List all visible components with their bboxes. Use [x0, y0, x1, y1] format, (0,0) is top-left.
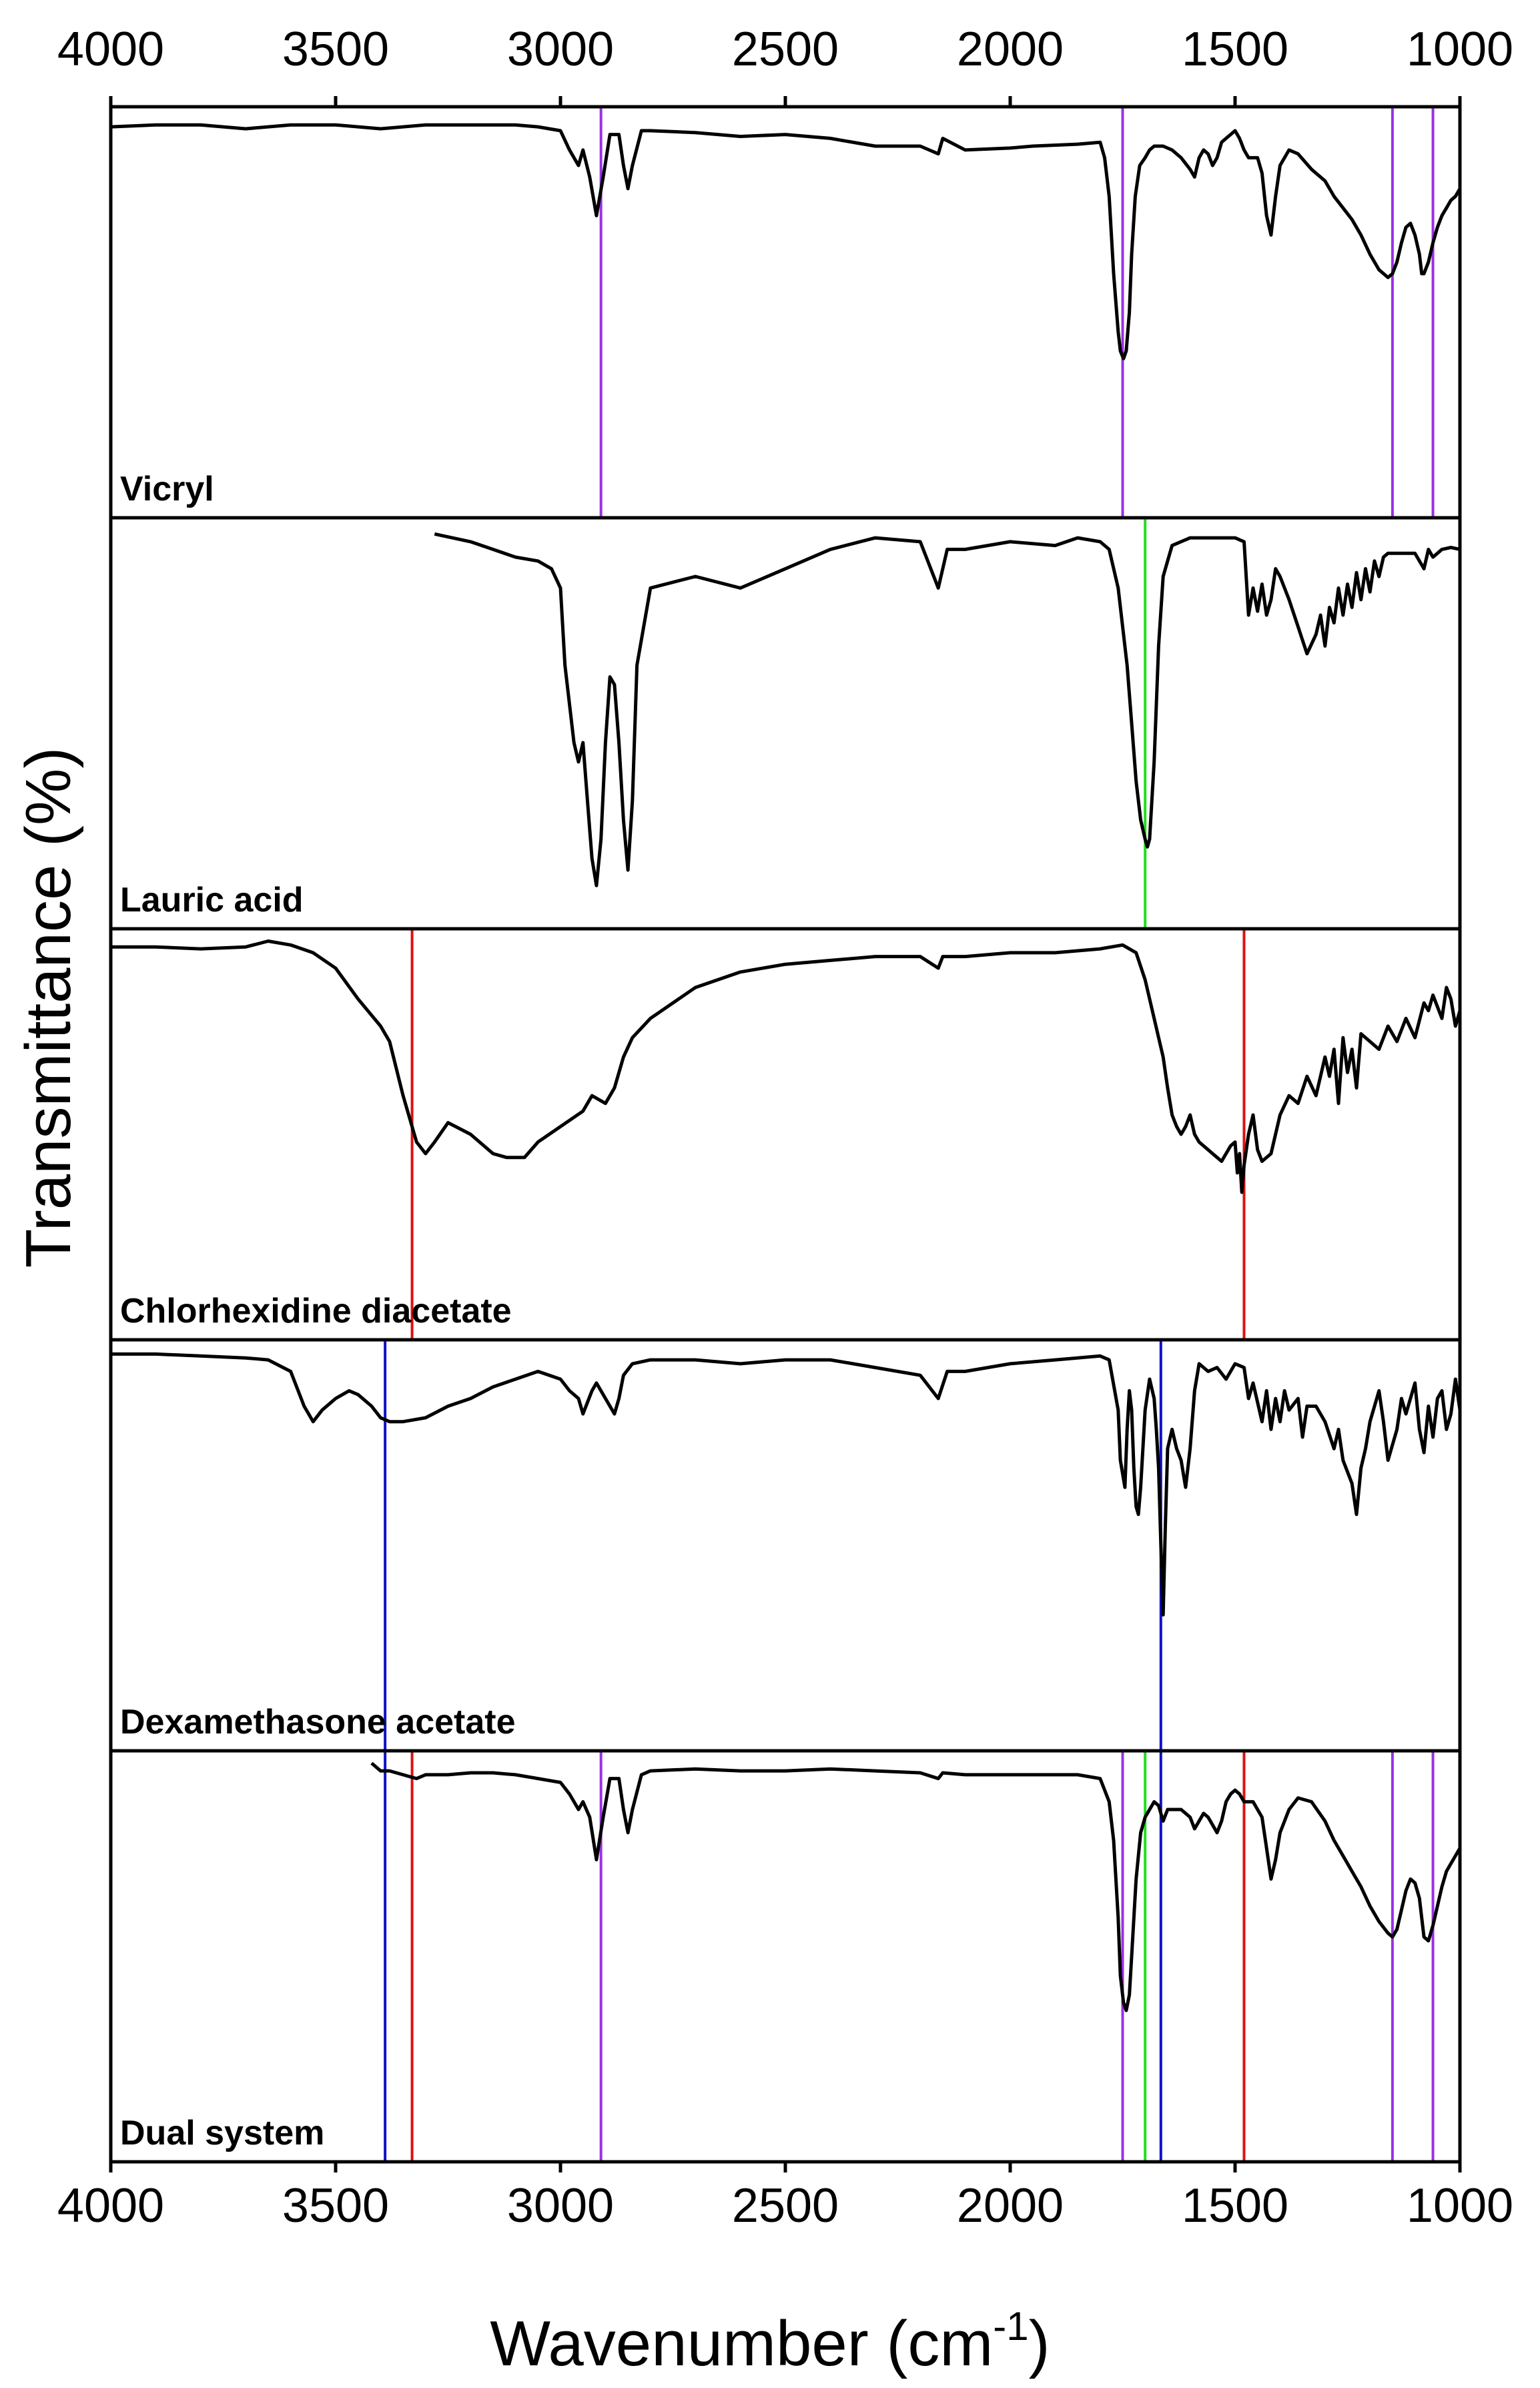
top-tick-label: 2000 — [957, 23, 1064, 76]
bottom-tick-label: 1000 — [1407, 2179, 1513, 2233]
panel-lauric-acid: Lauric acid — [120, 518, 1461, 929]
top-tick-label: 2500 — [732, 23, 839, 76]
top-tick-label: 3500 — [282, 23, 389, 76]
y-axis-title: Transmittance (%) — [13, 747, 84, 1268]
dexamethasone-acetate-spectrum-line — [111, 1352, 1462, 1617]
top-tick-label: 3000 — [507, 23, 614, 76]
panel-vicryl: Vicryl — [110, 107, 1462, 518]
vicryl-label: Vicryl — [120, 470, 214, 508]
bottom-tick-label: 2500 — [732, 2179, 839, 2233]
top-tick-label: 4000 — [57, 23, 164, 76]
bottom-tick-label: 1500 — [1182, 2179, 1288, 2233]
top-tick-label: 1000 — [1407, 23, 1513, 76]
plot-frame — [109, 96, 1462, 2172]
top-tick-label: 1500 — [1182, 23, 1288, 76]
bottom-tick-labels: 4000 3500 3000 2500 2000 1500 1000 — [57, 2179, 1513, 2233]
x-axis-title-superscript: -1 — [993, 2304, 1028, 2349]
x-axis-title: Wavenumber (cm-1) — [490, 2304, 1050, 2379]
bottom-tick-label: 2000 — [957, 2179, 1064, 2233]
dexamethasone-acetate-label: Dexamethasone acetate — [120, 1703, 516, 1741]
panel-chlorhexidine-diacetate: Chlorhexidine diacetate — [111, 929, 1462, 1340]
x-axis-title-end: ) — [1029, 2308, 1050, 2379]
x-axis-title-main: Wavenumber (cm — [490, 2308, 993, 2379]
plot-border — [109, 105, 1462, 2164]
chlorhexidine-diacetate-spectrum-line — [111, 939, 1462, 1194]
dual-system-spectrum-line — [370, 1761, 1462, 2012]
lauric-acid-spectrum-line — [434, 532, 1461, 887]
panel-dual-system: Dual system — [120, 1751, 1462, 2162]
bottom-tick-label: 3500 — [282, 2179, 389, 2233]
panel-dexamethasone-acetate: Dexamethasone acetate — [111, 1340, 1462, 1751]
lauric-acid-label: Lauric acid — [120, 881, 304, 919]
vicryl-spectrum-line — [110, 123, 1462, 360]
chlorhexidine-diacetate-label: Chlorhexidine diacetate — [120, 1292, 512, 1330]
spectrum-panels: Vicryl Lauric acid Chlorhexidine diacetate… — [110, 107, 1462, 2162]
bottom-tick-label: 4000 — [57, 2179, 164, 2233]
top-tick-labels: 4000 3500 3000 2500 2000 1500 1000 — [57, 23, 1513, 76]
bottom-tick-label: 3000 — [507, 2179, 614, 2233]
dual-system-label: Dual system — [120, 2114, 324, 2152]
